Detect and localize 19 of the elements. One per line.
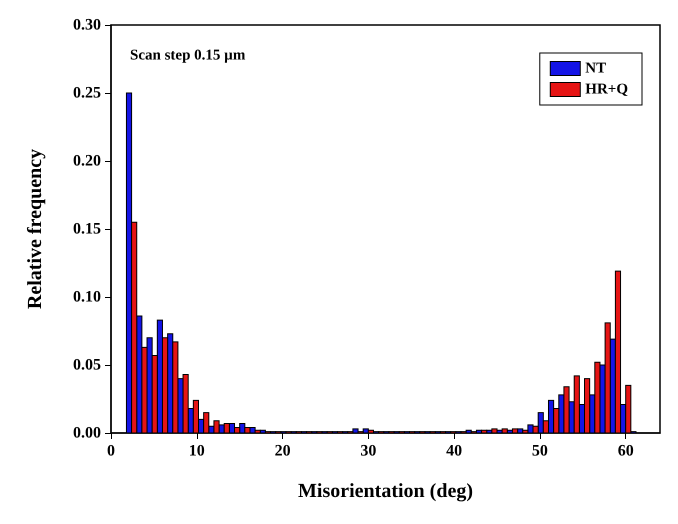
y-axis-title: Relative frequency xyxy=(24,148,46,310)
y-tick-label: 0.10 xyxy=(73,288,101,306)
legend-label: NT xyxy=(585,60,606,76)
x-axis-title: Misorientation (deg) xyxy=(298,480,473,502)
y-tick-label: 0.20 xyxy=(73,152,101,170)
x-tick-label: 40 xyxy=(446,442,462,460)
y-tick-label: 0.30 xyxy=(73,16,101,34)
x-tick-label: 50 xyxy=(532,442,548,460)
legend-label: HR+Q xyxy=(585,82,628,98)
y-tick-label: 0.00 xyxy=(73,424,101,442)
x-tick-label: 30 xyxy=(360,442,376,460)
y-tick-label: 0.05 xyxy=(73,356,101,374)
x-tick-label: 20 xyxy=(274,442,291,460)
x-tick-label: 0 xyxy=(107,442,115,460)
annotation: Scan step 0.15 µm xyxy=(130,48,246,64)
x-tick-label: 60 xyxy=(618,442,634,460)
x-tick-label: 10 xyxy=(188,442,205,460)
y-tick-label: 0.15 xyxy=(73,220,101,238)
y-tick-label: 0.25 xyxy=(73,84,101,102)
